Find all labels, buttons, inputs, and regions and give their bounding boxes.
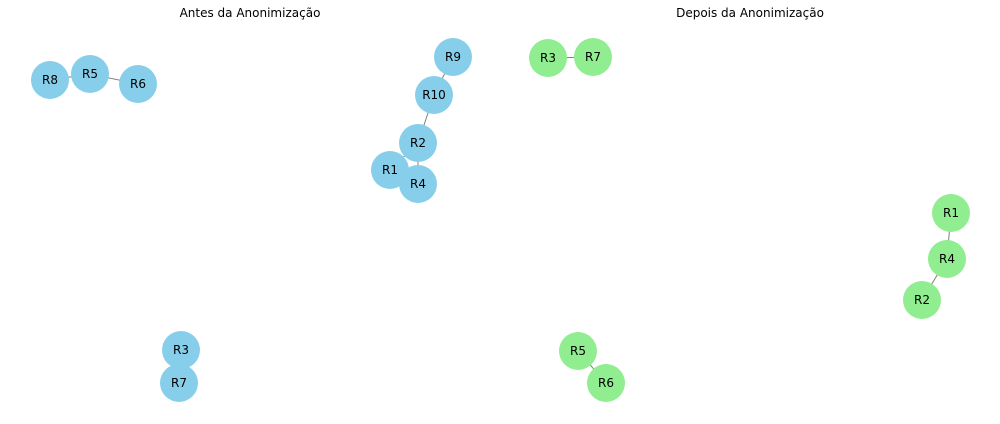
node-label: R6 bbox=[598, 376, 614, 390]
node-r1: R1 bbox=[932, 194, 970, 232]
node-label: R7 bbox=[171, 376, 187, 390]
node-label: R3 bbox=[173, 343, 189, 357]
node-circle bbox=[529, 39, 567, 77]
node-label: R5 bbox=[570, 344, 586, 358]
node-label: R1 bbox=[943, 206, 959, 220]
node-circle bbox=[434, 38, 472, 76]
panel-title-after: Depois da Anonimização bbox=[676, 6, 824, 20]
graph-panel-before: R8 R5 R6 R9 R10 R2 R1 R4 R3 R7 bbox=[31, 38, 472, 402]
node-circle bbox=[574, 38, 612, 76]
node-label: R8 bbox=[42, 73, 58, 87]
node-r1: R1 bbox=[371, 151, 409, 189]
node-r6: R6 bbox=[119, 65, 157, 103]
node-r9: R9 bbox=[434, 38, 472, 76]
node-r2: R2 bbox=[399, 124, 437, 162]
node-circle bbox=[371, 151, 409, 189]
node-r5: R5 bbox=[71, 55, 109, 93]
node-label: R2 bbox=[914, 293, 930, 307]
node-label: R3 bbox=[540, 51, 556, 65]
node-label: R2 bbox=[410, 136, 426, 150]
node-circle bbox=[559, 332, 597, 370]
node-circle bbox=[71, 55, 109, 93]
node-r7: R7 bbox=[160, 364, 198, 402]
node-label: R4 bbox=[939, 252, 955, 266]
node-r3: R3 bbox=[529, 39, 567, 77]
node-r4: R4 bbox=[399, 165, 437, 203]
node-r2: R2 bbox=[903, 281, 941, 319]
node-circle bbox=[415, 76, 453, 114]
node-label: R9 bbox=[445, 50, 461, 64]
node-r7: R7 bbox=[574, 38, 612, 76]
node-label: R10 bbox=[422, 88, 446, 102]
node-circle bbox=[928, 240, 966, 278]
node-circle bbox=[119, 65, 157, 103]
node-circle bbox=[399, 165, 437, 203]
node-r6: R6 bbox=[587, 364, 625, 402]
node-circle bbox=[903, 281, 941, 319]
node-circle bbox=[160, 364, 198, 402]
panel-title-before: Antes da Anonimização bbox=[179, 6, 321, 20]
node-r8: R8 bbox=[31, 61, 69, 99]
node-label: R7 bbox=[585, 50, 601, 64]
node-circle bbox=[162, 331, 200, 369]
node-label: R1 bbox=[382, 163, 398, 177]
node-r4: R4 bbox=[928, 240, 966, 278]
node-circle bbox=[587, 364, 625, 402]
node-r3: R3 bbox=[162, 331, 200, 369]
node-label: R5 bbox=[82, 67, 98, 81]
node-r10: R10 bbox=[415, 76, 453, 114]
node-r5: R5 bbox=[559, 332, 597, 370]
graph-panel-after: R3 R7 R1 R4 R2 R5 R6 bbox=[529, 38, 970, 402]
node-circle bbox=[399, 124, 437, 162]
node-label: R6 bbox=[130, 77, 146, 91]
node-circle bbox=[932, 194, 970, 232]
node-circle bbox=[31, 61, 69, 99]
node-label: R4 bbox=[410, 177, 426, 191]
